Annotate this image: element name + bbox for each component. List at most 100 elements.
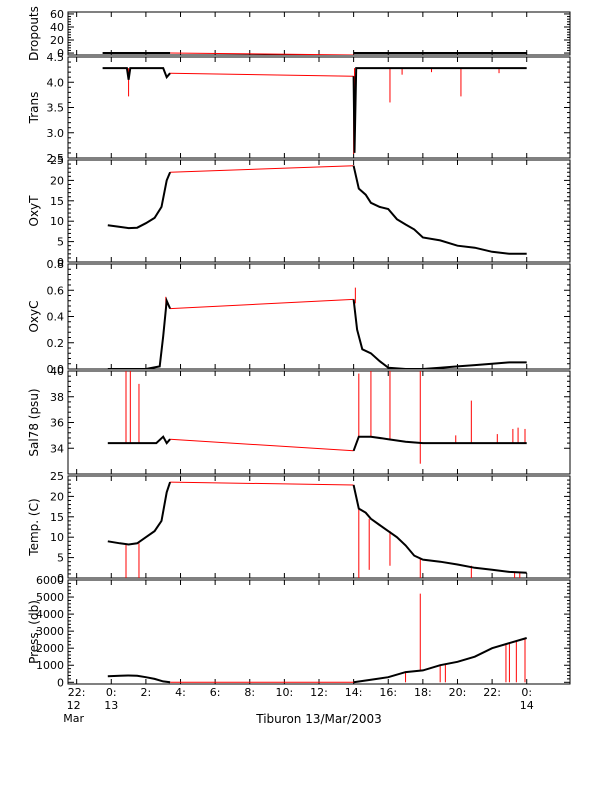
y-tick-label: 0 bbox=[57, 572, 64, 585]
x-tick-label: 14: bbox=[345, 686, 363, 699]
data-series-line bbox=[352, 299, 527, 369]
y-tick-label: 15 bbox=[50, 511, 64, 524]
data-series-line bbox=[107, 674, 171, 684]
y-tick-label: 0.2 bbox=[47, 337, 65, 350]
plot-frame bbox=[67, 579, 571, 685]
interpolated-series-line bbox=[170, 298, 354, 310]
y-tick-label: 2.5 bbox=[47, 152, 65, 165]
y-tick-label: 40 bbox=[50, 21, 64, 34]
y-tick-label: 0.4 bbox=[47, 311, 65, 324]
chart-panel-7: 0 1000 2000 3000 4000 5000 6000 Press. (db) bbox=[27, 574, 571, 689]
data-series-line bbox=[107, 435, 171, 445]
y-tick-label: 10 bbox=[50, 215, 64, 228]
y-tick-label: 3.0 bbox=[47, 127, 65, 140]
x-tick-label: 16: bbox=[379, 686, 397, 699]
data-series-line bbox=[107, 296, 172, 369]
chart-panel-5: 34 36 38 40 Sal78 (psu) bbox=[27, 365, 571, 475]
y-tick-label: 1000 bbox=[36, 659, 64, 672]
data-series-line bbox=[102, 67, 171, 80]
y-tick-label: 15 bbox=[50, 195, 64, 208]
x-tick-label: 18: bbox=[414, 686, 432, 699]
y-tick-label: 0 bbox=[57, 256, 64, 269]
y-tick-label: 4.0 bbox=[47, 76, 65, 89]
x-tick-label: 12: bbox=[310, 686, 328, 699]
data-series-line bbox=[107, 481, 172, 546]
data-series-line bbox=[352, 435, 527, 452]
y-axis-label: OxyC bbox=[27, 300, 41, 332]
series-group bbox=[107, 481, 527, 578]
y-tick-label: 20 bbox=[50, 34, 64, 47]
y-tick-label: 0.0 bbox=[47, 363, 65, 376]
data-series-line bbox=[107, 171, 172, 230]
interpolated-series-line bbox=[170, 438, 354, 452]
y-tick-label: 5 bbox=[57, 552, 64, 565]
interpolated-series-line bbox=[170, 52, 354, 55]
y-tick-label: 40 bbox=[50, 365, 64, 378]
y-tick-label: 10 bbox=[50, 531, 64, 544]
x-tick-label: 6: bbox=[210, 686, 221, 699]
y-axis-label: Sal78 (psu) bbox=[27, 388, 41, 456]
y-tick-label: 36 bbox=[50, 417, 64, 430]
y-tick-label: 60 bbox=[50, 8, 64, 21]
x-tick-label: 20: bbox=[449, 686, 467, 699]
y-tick-label: 5000 bbox=[36, 591, 64, 604]
data-series-line bbox=[352, 165, 527, 255]
series-group bbox=[107, 287, 527, 369]
x-day-label: 13 bbox=[104, 699, 118, 712]
x-tick-label: 0: bbox=[106, 686, 117, 699]
series-group bbox=[107, 371, 527, 464]
x-tick-label: 22: bbox=[483, 686, 501, 699]
y-tick-label: 38 bbox=[50, 391, 64, 404]
x-day-label: 14 bbox=[520, 699, 534, 712]
y-tick-label: 0 bbox=[57, 676, 64, 689]
chart-panel-4: 0.0 0.2 0.4 0.6 0.8 OxyC bbox=[27, 258, 571, 376]
series-group bbox=[107, 593, 527, 684]
y-tick-label: 25 bbox=[50, 154, 64, 167]
y-axis-label: OxyT bbox=[27, 195, 41, 227]
series-group bbox=[102, 52, 527, 55]
y-axis-label: Dropouts bbox=[27, 6, 41, 61]
series-group bbox=[107, 165, 527, 255]
x-day-label: 12 bbox=[67, 699, 81, 712]
y-tick-label: 0.8 bbox=[47, 258, 65, 271]
y-axis-label: Trans bbox=[27, 92, 41, 125]
y-tick-label: 4.5 bbox=[47, 51, 65, 64]
y-tick-label: 20 bbox=[50, 490, 64, 503]
plot-frame bbox=[67, 370, 571, 475]
interpolated-series-line bbox=[170, 165, 354, 173]
y-tick-label: 0 bbox=[57, 47, 64, 60]
plot-frame bbox=[67, 56, 571, 159]
interpolated-series-line bbox=[170, 481, 354, 486]
x-tick-label: 10: bbox=[276, 686, 294, 699]
y-tick-label: 0.6 bbox=[47, 284, 65, 297]
series-group bbox=[102, 67, 527, 154]
x-day-label: Mar bbox=[63, 712, 84, 725]
plot-frame bbox=[67, 159, 571, 263]
y-axis-label: Temp. (C) bbox=[27, 498, 41, 556]
y-tick-label: 20 bbox=[50, 174, 64, 187]
chart-panel-6: 0 5 10 15 20 25 Temp. (C) bbox=[27, 470, 571, 585]
data-series-line bbox=[352, 484, 527, 574]
chart-panel-3: 0 5 10 15 20 25 OxyT bbox=[27, 154, 571, 269]
data-series-line bbox=[353, 637, 527, 684]
plot-frame bbox=[67, 263, 571, 370]
x-tick-label: 0: bbox=[521, 686, 532, 699]
y-tick-label: 2000 bbox=[36, 642, 64, 655]
y-tick-label: 34 bbox=[50, 442, 64, 455]
y-tick-label: 6000 bbox=[36, 574, 64, 587]
plot-frame bbox=[67, 475, 571, 579]
x-tick-label: 2: bbox=[141, 686, 152, 699]
x-tick-label: 8: bbox=[244, 686, 255, 699]
x-tick-label: 22: bbox=[68, 686, 86, 699]
y-tick-label: 25 bbox=[50, 470, 64, 483]
y-tick-label: 3000 bbox=[36, 625, 64, 638]
chart-panel-2: 2.5 3.0 3.5 4.0 4.5 Trans bbox=[27, 51, 571, 165]
plot-frame bbox=[67, 11, 571, 56]
y-tick-label: 4000 bbox=[36, 608, 64, 621]
interpolated-series-line bbox=[170, 72, 354, 77]
data-series-line bbox=[352, 67, 527, 153]
y-axis-label: Press. (db) bbox=[27, 600, 41, 664]
